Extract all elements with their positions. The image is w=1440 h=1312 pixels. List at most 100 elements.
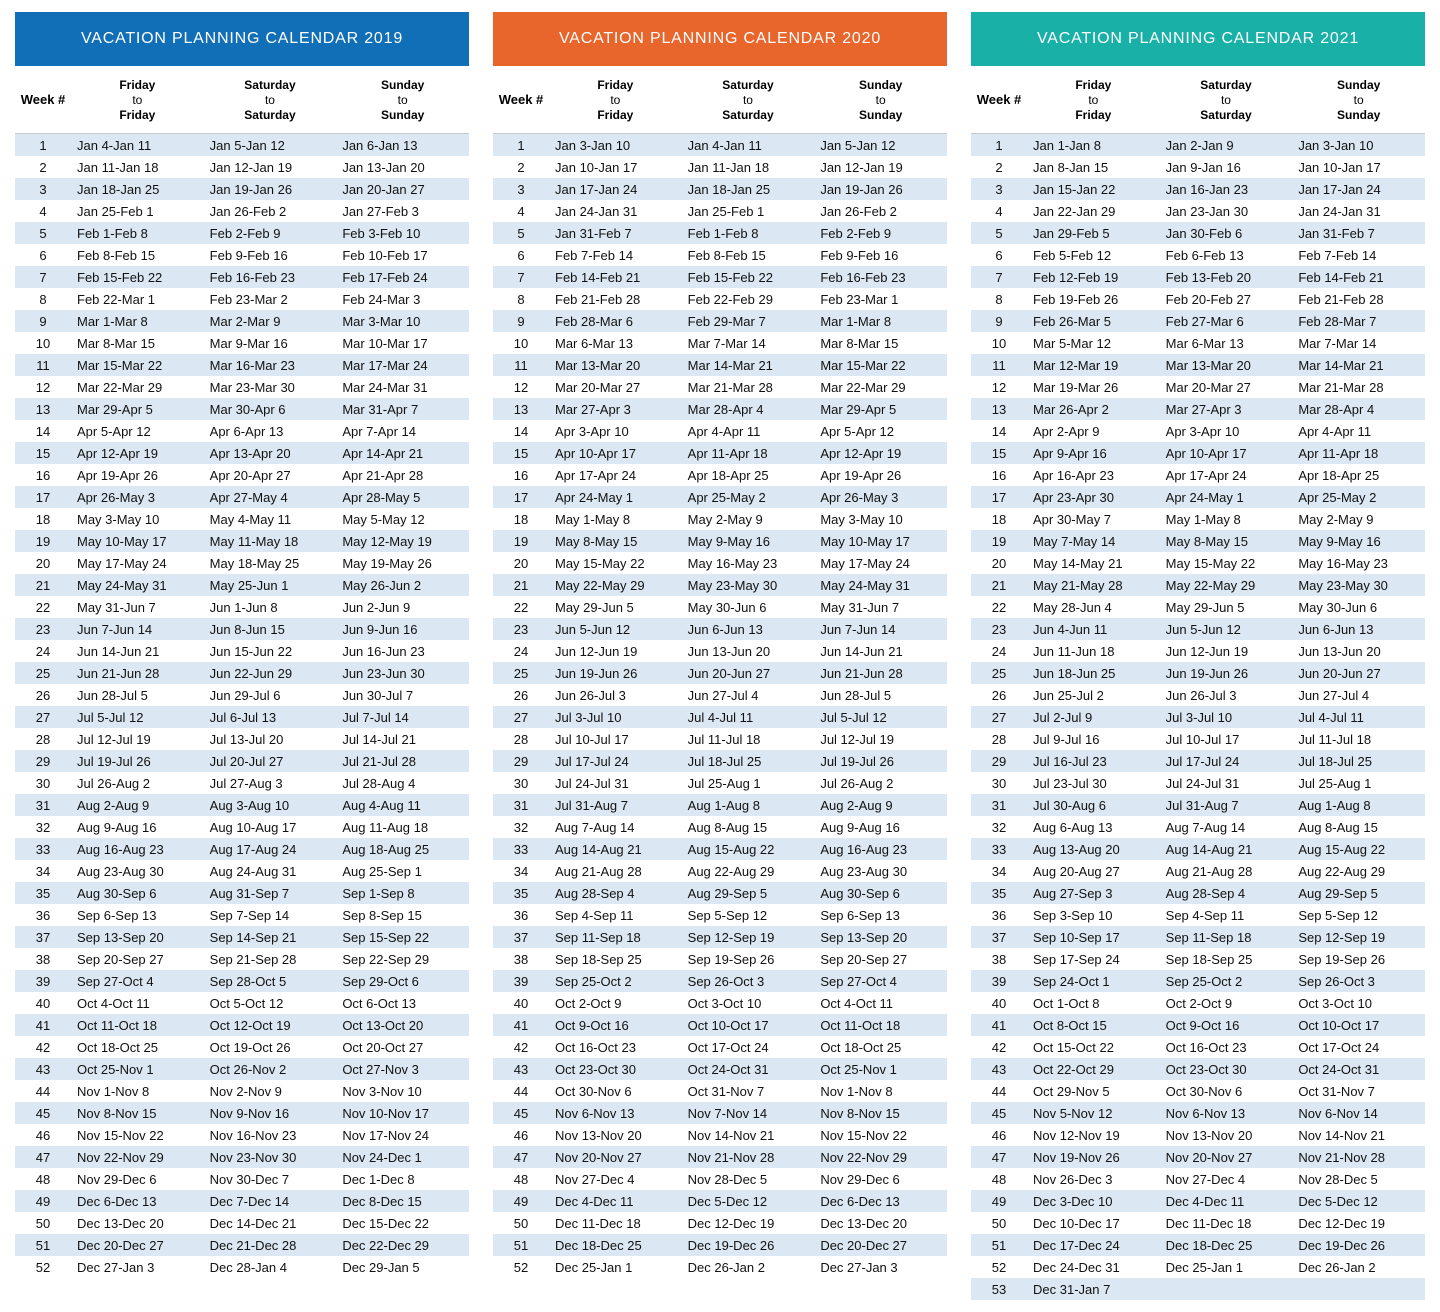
cell-week: 5 [15,222,71,244]
cell-range: Mar 8-Mar 15 [71,332,204,354]
table-row: 5Jan 31-Feb 7Feb 1-Feb 8Feb 2-Feb 9 [493,222,947,244]
cell-range: Mar 2-Mar 9 [204,310,337,332]
cell-range: Nov 6-Nov 13 [549,1102,682,1124]
cell-range: Apr 4-Apr 11 [1292,420,1425,442]
cell-range: Oct 31-Nov 7 [682,1080,815,1102]
cell-week: 33 [971,838,1027,860]
cell-range: Jul 16-Jul 23 [1027,750,1160,772]
cell-range: Jul 28-Aug 4 [336,772,469,794]
table-row: 32Aug 6-Aug 13Aug 7-Aug 14Aug 8-Aug 15 [971,816,1425,838]
cell-range: Mar 7-Mar 14 [682,332,815,354]
cell-range: Dec 5-Dec 12 [682,1190,815,1212]
cell-range: Jan 3-Jan 10 [549,134,682,157]
cell-week: 22 [15,596,71,618]
cell-range: Jan 13-Jan 20 [336,156,469,178]
cell-range: Jul 26-Aug 2 [814,772,947,794]
cell-range: Apr 2-Apr 9 [1027,420,1160,442]
cell-range: May 19-May 26 [336,552,469,574]
cell-range: Jun 5-Jun 12 [549,618,682,640]
cell-range: Jul 4-Jul 11 [682,706,815,728]
cell-range: Mar 3-Mar 10 [336,310,469,332]
col-fri-top: Friday [553,78,678,93]
cell-range: Oct 3-Oct 10 [1292,992,1425,1014]
cell-range: Aug 9-Aug 16 [71,816,204,838]
cell-range: Mar 10-Mar 17 [336,332,469,354]
cell-week: 17 [15,486,71,508]
table-row: 44Oct 29-Nov 5Oct 30-Nov 6Oct 31-Nov 7 [971,1080,1425,1102]
cell-range: Jul 25-Aug 1 [682,772,815,794]
col-fri-mid: to [75,93,200,108]
table-row: 13Mar 27-Apr 3Mar 28-Apr 4Mar 29-Apr 5 [493,398,947,420]
cell-range: Mar 8-Mar 15 [814,332,947,354]
table-row: 8Feb 22-Mar 1Feb 23-Mar 2Feb 24-Mar 3 [15,288,469,310]
cell-range: Dec 17-Dec 24 [1027,1234,1160,1256]
cell-week: 27 [971,706,1027,728]
table-row: 4Jan 24-Jan 31Jan 25-Feb 1Jan 26-Feb 2 [493,200,947,222]
cell-range: Sep 6-Sep 13 [814,904,947,926]
cell-range: Apr 18-Apr 25 [1292,464,1425,486]
cell-range: May 4-May 11 [204,508,337,530]
cell-range: Aug 30-Sep 6 [814,882,947,904]
cell-range: Nov 9-Nov 16 [204,1102,337,1124]
cell-range: Jul 10-Jul 17 [549,728,682,750]
cell-range: Dec 25-Jan 1 [1160,1256,1293,1278]
table-row: 18May 1-May 8May 2-May 9May 3-May 10 [493,508,947,530]
cell-range: Feb 26-Mar 5 [1027,310,1160,332]
cell-range: Apr 14-Apr 21 [336,442,469,464]
table-row: 19May 8-May 15May 9-May 16May 10-May 17 [493,530,947,552]
cell-range: Oct 1-Oct 8 [1027,992,1160,1014]
table-row: 44Nov 1-Nov 8Nov 2-Nov 9Nov 3-Nov 10 [15,1080,469,1102]
cell-range: Mar 16-Mar 23 [204,354,337,376]
cell-range: Aug 15-Aug 22 [1292,838,1425,860]
cell-week: 23 [493,618,549,640]
cell-range: Feb 9-Feb 16 [204,244,337,266]
table-row: 39Sep 27-Oct 4Sep 28-Oct 5Sep 29-Oct 6 [15,970,469,992]
cell-range: Nov 16-Nov 23 [204,1124,337,1146]
table-row: 2Jan 10-Jan 17Jan 11-Jan 18Jan 12-Jan 19 [493,156,947,178]
cell-week: 18 [493,508,549,530]
cell-range: Aug 28-Sep 4 [1160,882,1293,904]
cell-week: 8 [15,288,71,310]
cell-range: Jun 1-Jun 8 [204,596,337,618]
cell-range: Dec 3-Dec 10 [1027,1190,1160,1212]
cell-week: 39 [971,970,1027,992]
cell-range: Jun 28-Jul 5 [71,684,204,706]
cell-range: Aug 24-Aug 31 [204,860,337,882]
col-fri-top: Friday [1031,78,1156,93]
table-row: 17Apr 23-Apr 30Apr 24-May 1Apr 25-May 2 [971,486,1425,508]
cell-week: 16 [493,464,549,486]
cell-range: Nov 20-Nov 27 [549,1146,682,1168]
cell-range: Jan 18-Jan 25 [71,178,204,200]
col-sat-mid: to [686,93,811,108]
cell-week: 1 [493,134,549,157]
col-fri-bot: Friday [75,108,200,123]
cell-range: Oct 10-Oct 17 [1292,1014,1425,1036]
cell-range: Jul 17-Jul 24 [1160,750,1293,772]
col-sun-mid: to [340,93,465,108]
cell-range: May 26-Jun 2 [336,574,469,596]
cell-range: Dec 6-Dec 13 [814,1190,947,1212]
cell-range: Nov 3-Nov 10 [336,1080,469,1102]
cell-week: 49 [15,1190,71,1212]
cell-range: Jun 11-Jun 18 [1027,640,1160,662]
cell-range: Nov 14-Nov 21 [682,1124,815,1146]
cell-range: Jan 25-Feb 1 [682,200,815,222]
cell-week: 13 [971,398,1027,420]
cell-range: Oct 4-Oct 11 [71,992,204,1014]
cell-range: Jun 20-Jun 27 [1292,662,1425,684]
cell-range: Aug 1-Aug 8 [1292,794,1425,816]
table-row: 50Dec 10-Dec 17Dec 11-Dec 18Dec 12-Dec 1… [971,1212,1425,1234]
cell-range: Nov 27-Dec 4 [1160,1168,1293,1190]
cell-range: Oct 24-Oct 31 [1292,1058,1425,1080]
table-row: 50Dec 13-Dec 20Dec 14-Dec 21Dec 15-Dec 2… [15,1212,469,1234]
cell-range: Apr 27-May 4 [204,486,337,508]
col-sun-mid: to [818,93,943,108]
cell-range: Jul 20-Jul 27 [204,750,337,772]
cell-range: Nov 28-Dec 5 [1292,1168,1425,1190]
cell-range: Feb 10-Feb 17 [336,244,469,266]
cell-range: Sep 14-Sep 21 [204,926,337,948]
table-row: 31Jul 31-Aug 7Aug 1-Aug 8Aug 2-Aug 9 [493,794,947,816]
cell-week: 22 [493,596,549,618]
cell-range: Feb 7-Feb 14 [1292,244,1425,266]
cell-range: Aug 11-Aug 18 [336,816,469,838]
